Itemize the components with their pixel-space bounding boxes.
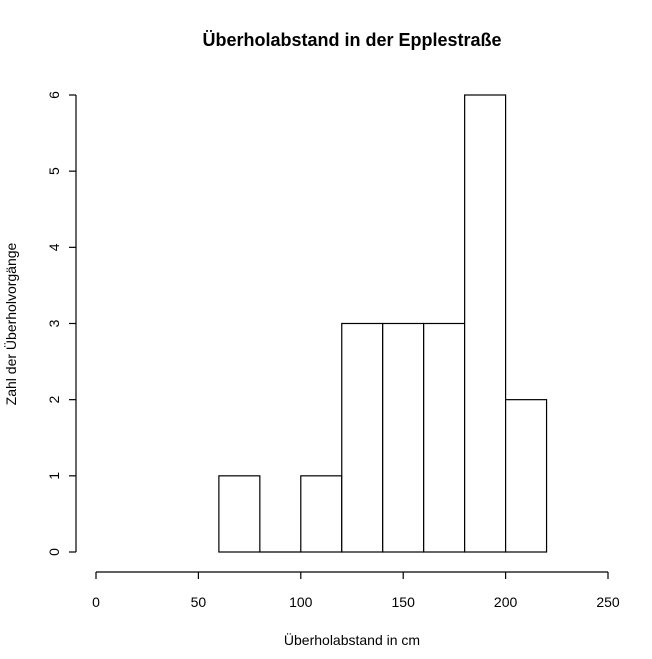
x-tick-label: 0: [92, 594, 100, 610]
x-tick-label: 150: [392, 594, 416, 610]
histogram-bar: [218, 475, 261, 553]
histogram-bar: [505, 399, 548, 553]
x-tick-label: 100: [289, 594, 313, 610]
y-axis-label: Zahl der Überholvorgänge: [2, 242, 19, 405]
x-axis: 0 50 100 150 200 250: [92, 571, 620, 610]
y-axis: 0 1 2 3 4 5 6: [46, 91, 77, 556]
histogram-bar: [300, 475, 343, 553]
x-tick-label: 200: [494, 594, 518, 610]
y-tick-label: 6: [46, 91, 62, 99]
chart-title: Überholabstand in der Epplestraße: [202, 30, 501, 50]
histogram-bar: [341, 322, 384, 553]
x-tick-label: 50: [191, 594, 207, 610]
bars-group: [218, 94, 548, 553]
histogram-bar: [423, 322, 466, 553]
y-tick-label: 3: [46, 319, 62, 327]
histogram-bar: [382, 322, 425, 553]
x-axis-label: Überholabstand in cm: [284, 631, 420, 648]
x-tick-label: 250: [596, 594, 620, 610]
y-tick-label: 0: [46, 548, 62, 556]
y-tick-label: 2: [46, 396, 62, 404]
y-tick-label: 5: [46, 167, 62, 175]
histogram-bar: [464, 94, 507, 553]
y-tick-label: 1: [46, 472, 62, 480]
y-tick-label: 4: [46, 243, 62, 251]
